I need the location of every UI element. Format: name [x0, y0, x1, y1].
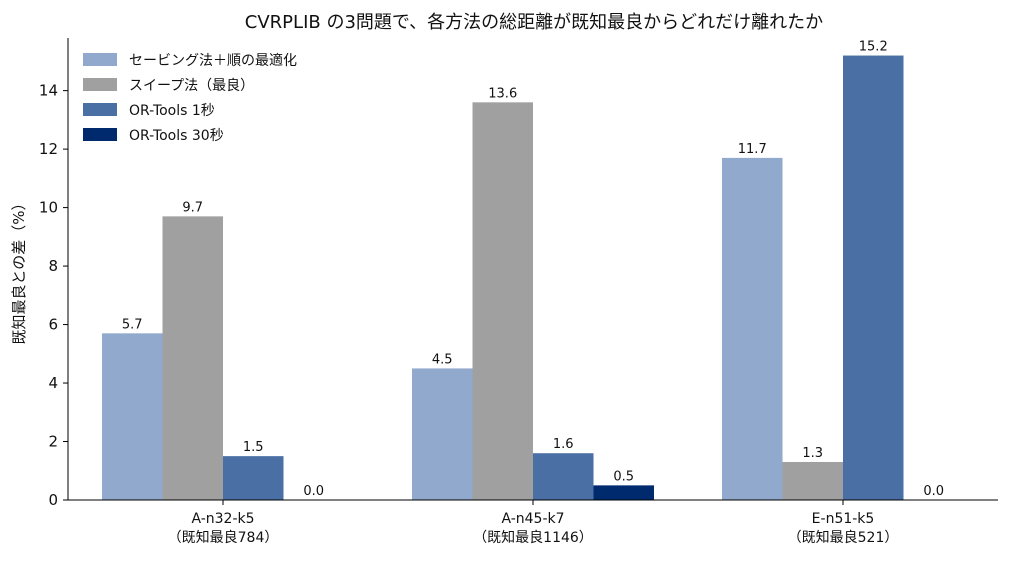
bar-4-2 — [593, 485, 654, 500]
legend-label-4: OR-Tools 30秒 — [129, 128, 224, 144]
y-tick-label: 14 — [39, 82, 58, 100]
x-tick-sublabel-2: （既知最良1146） — [473, 529, 593, 546]
legend-label-3: OR-Tools 1秒 — [129, 103, 215, 119]
data-label-2-3: 1.3 — [802, 446, 823, 461]
data-label-1-3: 11.7 — [738, 142, 767, 157]
x-tick-label-1: A-n32-k5 — [191, 511, 254, 527]
data-label-1-2: 4.5 — [432, 352, 453, 367]
x-tick-label-2: A-n45-k7 — [501, 511, 564, 527]
x-tick-sublabel-1: （既知最良784） — [168, 529, 279, 546]
bar-1-1 — [102, 333, 163, 500]
legend-swatch-3 — [83, 103, 117, 116]
data-label-4-3: 0.0 — [923, 484, 944, 499]
y-tick-label: 10 — [39, 199, 58, 217]
bar-3-3 — [843, 55, 904, 500]
data-label-3-3: 15.2 — [859, 40, 888, 55]
data-label-3-2: 1.6 — [553, 437, 574, 452]
y-tick-label: 2 — [48, 433, 58, 451]
y-axis-label: 既知最良との差（%） — [10, 195, 28, 344]
bar-2-2 — [472, 102, 533, 501]
bar-2-3 — [782, 461, 843, 500]
x-tick-sublabel-3: （既知最良521） — [788, 529, 899, 546]
bar-3-2 — [533, 453, 594, 500]
legend-swatch-4 — [83, 128, 117, 141]
data-label-2-2: 13.6 — [488, 86, 517, 101]
plot-area: 5.7 4.5 11.7 9.7 13.6 1.3 1.5 1.6 15.2 0.0 0.5 0.0 0… — [39, 38, 998, 546]
data-label-1-1: 5.7 — [122, 317, 143, 332]
y-tick-label: 4 — [48, 374, 58, 392]
legend-label-2: スイープ法（最良） — [129, 78, 254, 94]
bar-1-3 — [722, 157, 783, 500]
bar-3-1 — [223, 456, 284, 500]
bar-2-1 — [162, 216, 223, 500]
bar-1-2 — [412, 368, 473, 500]
legend-swatch-1 — [83, 53, 117, 66]
data-label-4-2: 0.5 — [613, 469, 634, 484]
data-label-2-1: 9.7 — [182, 200, 203, 215]
y-tick-label: 6 — [48, 316, 58, 334]
y-tick-label: 12 — [39, 140, 58, 158]
y-tick-label: 0 — [48, 491, 58, 509]
legend-swatch-2 — [83, 78, 117, 91]
chart-title: CVRPLIB の3問題で、各方法の総距離が既知最良からどれだけ離れたか — [245, 12, 823, 33]
data-label-4-1: 0.0 — [303, 484, 324, 499]
legend-label-1: セービング法＋順の最適化 — [129, 52, 297, 69]
data-label-3-1: 1.5 — [243, 440, 264, 455]
x-tick-label-3: E-n51-k5 — [812, 511, 875, 527]
y-tick-label: 8 — [48, 257, 58, 275]
